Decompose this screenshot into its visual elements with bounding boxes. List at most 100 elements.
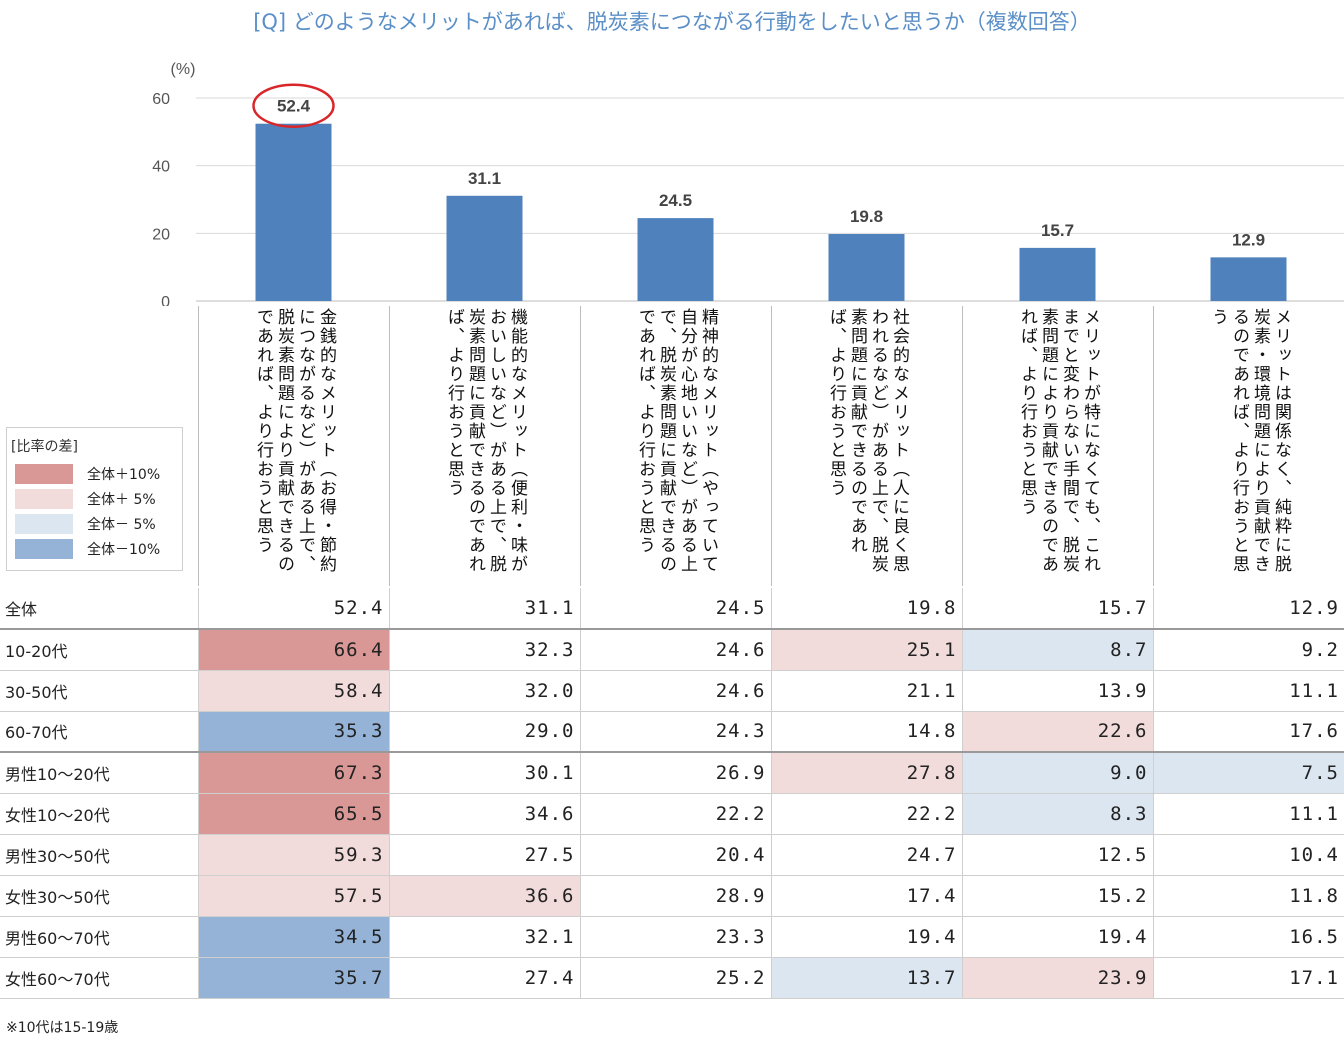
- row-label: 女性30～50代: [0, 875, 198, 917]
- table-cell: 8.7: [961, 629, 1153, 671]
- legend-label: 全体＋10%: [87, 467, 161, 483]
- row-label: 10-20代: [0, 629, 198, 671]
- table-cell: 22.2: [770, 793, 962, 835]
- table-row: 男性30～50代 59.3 27.5 20.4 24.7 12.5 10.4: [0, 834, 1344, 876]
- table-row: 女性10～20代 65.5 34.6 22.2 22.2 8.3 11.1: [0, 793, 1344, 835]
- table-cell: 32.1: [388, 916, 580, 958]
- table-cell: 9.0: [961, 752, 1153, 794]
- table-cell: 66.4: [197, 629, 389, 671]
- table-cell: 22.6: [961, 711, 1153, 753]
- table-cell: 25.2: [579, 957, 771, 999]
- footnote: ※10代は15-19歳: [6, 1020, 119, 1036]
- category-labels: 金銭的なメリット（お得・節約につながるなど）がある上で、脱炭素問題により貢献でき…: [198, 306, 1344, 586]
- table-cell: 25.1: [770, 629, 962, 671]
- bar: [255, 123, 332, 301]
- bar-chart: (%)60 40 20 0 52.4 31.1 24.5 19.8 15.7 12.9: [152, 61, 1344, 306]
- bar: [637, 218, 714, 301]
- category-cell: メリットが特になくても、これまでと変わらない手間で、脱炭素問題により貢献できるの…: [962, 306, 1153, 586]
- category-label: 精神的なメリット（やっていて自分が心地いいなど）がある上で、脱炭素問題に貢献でき…: [635, 308, 718, 574]
- table-cell: 30.1: [388, 752, 580, 794]
- table-cell: 27.5: [388, 834, 580, 876]
- table-cell: 34.5: [197, 916, 389, 958]
- table-cell: 21.1: [770, 670, 962, 712]
- table-cell: 67.3: [197, 752, 389, 794]
- legend: [比率の差] 全体＋10% 全体＋ 5% 全体－ 5% 全体－10%: [6, 427, 183, 571]
- table-row: 男性10～20代 67.3 30.1 26.9 27.8 9.0 7.5: [0, 752, 1344, 794]
- table-cell: 57.5: [197, 875, 389, 917]
- table-cell: 65.5: [197, 793, 389, 835]
- table-cell: 11.8: [1152, 875, 1344, 917]
- table-cell: 31.1: [388, 588, 580, 630]
- table-cell: 17.1: [1152, 957, 1344, 999]
- table-cell: 15.7: [961, 588, 1153, 630]
- bar: [1019, 247, 1096, 301]
- table-cell: 23.3: [579, 916, 771, 958]
- table-cell: 52.4: [197, 588, 389, 630]
- row-label: 男性60～70代: [0, 916, 198, 958]
- category-label: 社会的なメリット（人に良く思われるなど）がある上で、脱炭素問題に貢献できるのであ…: [826, 308, 909, 574]
- table-cell: 23.9: [961, 957, 1153, 999]
- category-cell: メリットは関係なく、純粋に脱炭素・環境問題により貢献できるのであれば、より行おう…: [1153, 306, 1344, 586]
- table-cell: 12.5: [961, 834, 1153, 876]
- table-cell: 19.4: [961, 916, 1153, 958]
- table-cell: 24.5: [579, 588, 771, 630]
- y-tick-label: 60: [152, 91, 170, 108]
- bar-value-label: 52.4: [277, 97, 311, 116]
- table-cell: 24.7: [770, 834, 962, 876]
- table-row: 30-50代 58.4 32.0 24.6 21.1 13.9 11.1: [0, 670, 1344, 712]
- legend-item-minus10: 全体－10%: [15, 539, 160, 559]
- table-cell: 24.6: [579, 670, 771, 712]
- table-row: 女性30～50代 57.5 36.6 28.9 17.4 15.2 11.8: [0, 875, 1344, 917]
- category-label: 機能的なメリット（便利・味がおいしいなど）がある上で、脱炭素問題に貢献できるので…: [444, 308, 527, 574]
- table-cell: 32.3: [388, 629, 580, 671]
- table-cell: 13.9: [961, 670, 1153, 712]
- bar: [1210, 257, 1287, 301]
- table-cell: 35.7: [197, 957, 389, 999]
- table-cell: 35.3: [197, 711, 389, 753]
- legend-title: [比率の差]: [11, 439, 78, 455]
- bar-value-label: 31.1: [468, 169, 501, 188]
- chart-title: [Q] どのようなメリットがあれば、脱炭素につながる行動をしたいと思うか（複数回…: [253, 10, 1091, 34]
- y-unit-label: (%): [171, 61, 196, 78]
- y-tick-label: 20: [152, 226, 170, 243]
- category-cell: 社会的なメリット（人に良く思われるなど）がある上で、脱炭素問題に貢献できるのであ…: [771, 306, 962, 586]
- category-label: メリットは関係なく、純粋に脱炭素・環境問題により貢献できるのであれば、より行おう…: [1208, 308, 1291, 574]
- table-row: 全体 52.4 31.1 24.5 19.8 15.7 12.9: [0, 588, 1344, 630]
- legend-swatch: [15, 489, 73, 509]
- table-cell: 12.9: [1152, 588, 1344, 630]
- legend-label: 全体－ 5%: [87, 517, 156, 533]
- row-label: 全体: [0, 588, 198, 630]
- table-cell: 19.4: [770, 916, 962, 958]
- legend-swatch: [15, 514, 73, 534]
- table-cell: 10.4: [1152, 834, 1344, 876]
- table-cell: 17.6: [1152, 711, 1344, 753]
- table-cell: 29.0: [388, 711, 580, 753]
- table-cell: 36.6: [388, 875, 580, 917]
- legend-item-plus5: 全体＋ 5%: [15, 489, 156, 509]
- row-label: 男性30～50代: [0, 834, 198, 876]
- row-label: 女性60～70代: [0, 957, 198, 999]
- y-tick-label: 40: [152, 159, 170, 176]
- table-cell: 17.4: [770, 875, 962, 917]
- legend-swatch: [15, 539, 73, 559]
- table-cell: 9.2: [1152, 629, 1344, 671]
- legend-swatch: [15, 464, 73, 484]
- table-cell: 8.3: [961, 793, 1153, 835]
- table-cell: 13.7: [770, 957, 962, 999]
- bar-value-label: 12.9: [1232, 230, 1265, 249]
- data-table: 全体 52.4 31.1 24.5 19.8 15.7 12.9 10-20代 66.4 32.3…: [0, 588, 1344, 999]
- legend-label: 全体－10%: [87, 542, 161, 558]
- table-row: 女性60～70代 35.7 27.4 25.2 13.7 23.9 17.1: [0, 957, 1344, 999]
- bar-value-label: 24.5: [659, 191, 692, 210]
- table-cell: 7.5: [1152, 752, 1344, 794]
- category-cell: 機能的なメリット（便利・味がおいしいなど）がある上で、脱炭素問題に貢献できるので…: [389, 306, 580, 586]
- table-cell: 26.9: [579, 752, 771, 794]
- y-tick-label: 0: [161, 294, 170, 306]
- bar-value-label: 19.8: [850, 207, 883, 226]
- table-cell: 11.1: [1152, 793, 1344, 835]
- category-label: 金銭的なメリット（お得・節約につながるなど）がある上で、脱炭素問題により貢献でき…: [253, 308, 336, 574]
- table-cell: 27.8: [770, 752, 962, 794]
- category-cell: 精神的なメリット（やっていて自分が心地いいなど）がある上で、脱炭素問題に貢献でき…: [580, 306, 771, 586]
- bar: [446, 195, 523, 301]
- table-row: 60-70代 35.3 29.0 24.3 14.8 22.6 17.6: [0, 711, 1344, 753]
